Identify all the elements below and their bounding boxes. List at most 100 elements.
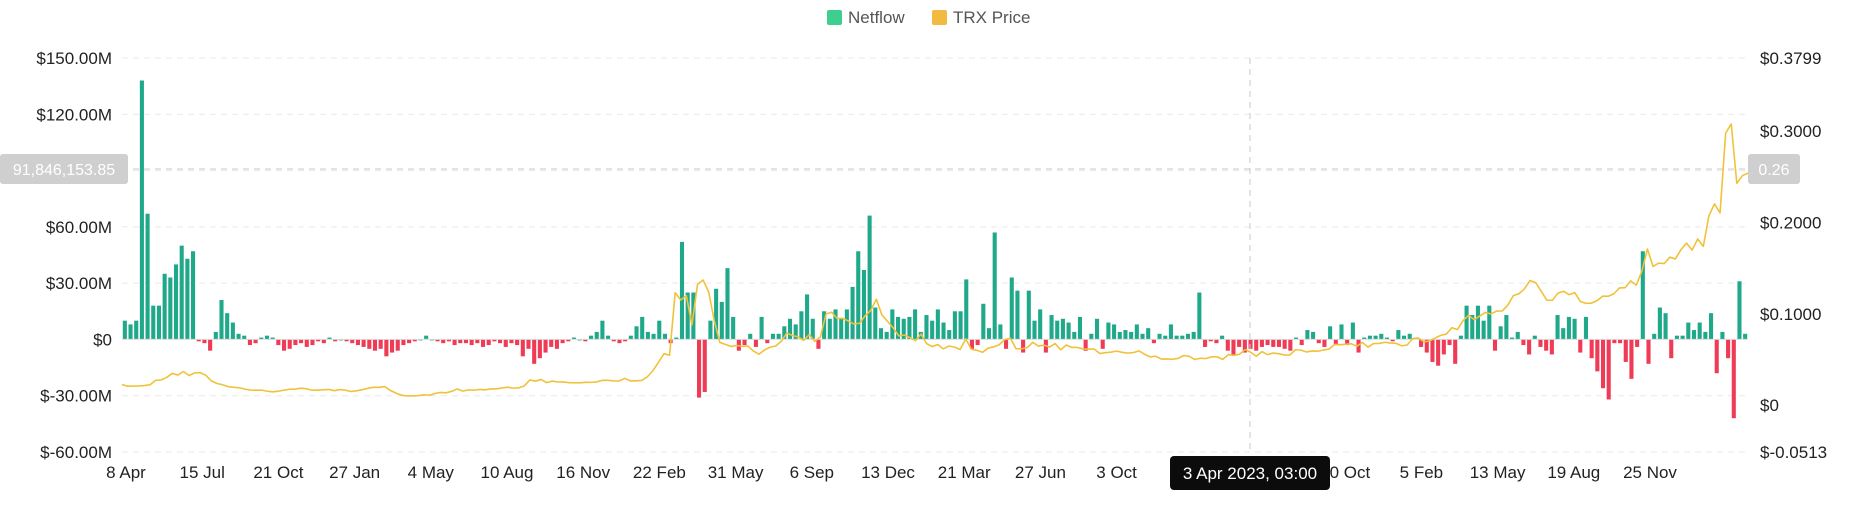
netflow-bar [219, 300, 224, 340]
x-tick-label: 30 Oct [1320, 463, 1370, 482]
netflow-bar [873, 307, 878, 340]
netflow-bar [805, 294, 810, 340]
netflow-bar [1481, 320, 1486, 340]
netflow-bar [299, 339, 304, 344]
x-tick-label: 21 Oct [253, 463, 303, 482]
netflow-bar [543, 339, 548, 353]
legend-item-netflow[interactable]: Netflow [827, 8, 905, 27]
netflow-bar [1345, 339, 1350, 346]
netflow-bars [122, 80, 1748, 419]
netflow-bar [685, 292, 690, 340]
netflow-bar [253, 339, 258, 344]
netflow-bar [935, 309, 940, 340]
netflow-bar [986, 328, 992, 340]
netflow-bar [554, 339, 559, 349]
netflow-bar [958, 311, 963, 340]
netflow-bar [1293, 337, 1299, 340]
netflow-bar [907, 316, 912, 340]
netflow-bar [321, 339, 326, 344]
netflow-bar [787, 318, 793, 340]
netflow-bar [1697, 322, 1702, 340]
netflow-bar [1237, 339, 1242, 347]
y-right-tick-label: $0.3000 [1760, 122, 1821, 141]
netflow-bar [372, 339, 378, 351]
netflow-bar [1498, 326, 1503, 340]
netflow-bar [606, 335, 611, 340]
netflow-bar [401, 339, 406, 346]
netflow-bar [952, 311, 957, 340]
netflow-bar [1316, 339, 1321, 344]
netflow-bar [390, 339, 395, 353]
netflow-bar [162, 273, 167, 340]
netflow-bar [679, 241, 685, 340]
netflow-bar [1015, 290, 1020, 340]
netflow-bar [918, 331, 923, 340]
netflow-bar [1726, 339, 1731, 359]
netflow-bar [1419, 339, 1424, 347]
netflow-bar [1367, 335, 1372, 340]
netflow-bar [1009, 277, 1014, 340]
netflow-bar [196, 339, 201, 342]
y-left-tick-label: $150.00M [36, 49, 112, 68]
netflow-bar [1373, 335, 1378, 340]
legend-label-trx-price: TRX Price [953, 8, 1030, 27]
netflow-bar [1464, 305, 1469, 340]
netflow-bar [759, 316, 764, 340]
netflow-bar [435, 339, 440, 342]
netflow-bar [1492, 339, 1498, 351]
netflow-bar [753, 339, 758, 347]
crosshair-left-value: 91,846,153.85 [13, 162, 115, 179]
netflow-bar [998, 324, 1003, 340]
netflow-bar [1618, 339, 1623, 344]
netflow-bar [714, 288, 719, 340]
y-axis-right: $0.3799 $0.3000 $0.2000 $0.1000 $0 $-0.0513 [1760, 49, 1827, 462]
legend[interactable]: Netflow TRX Price [827, 8, 1030, 27]
netflow-bar [1203, 339, 1208, 347]
legend-item-trx-price[interactable]: TRX Price [932, 8, 1030, 27]
netflow-bar [537, 339, 542, 359]
crosshair-date-label: 3 Apr 2023, 03:00 [1183, 464, 1317, 483]
netflow-bar [532, 339, 537, 364]
netflow-bar [674, 337, 679, 340]
trx-price-line [121, 123, 1749, 397]
netflow-bar [1669, 339, 1674, 359]
netflow-bar [1470, 315, 1475, 340]
x-tick-label: 3 Oct [1096, 463, 1137, 482]
netflow-bar [890, 309, 895, 340]
netflow-bar [367, 339, 372, 349]
netflow-bar [407, 339, 412, 344]
netflow-bar [1089, 333, 1094, 340]
netflow-bar [1180, 335, 1185, 340]
x-tick-label: 15 Jul [180, 463, 225, 482]
netflow-bar [742, 339, 747, 346]
x-tick-label: 25 Nov [1623, 463, 1677, 482]
crosshair-right-value: 0.26 [1758, 162, 1789, 179]
netflow-bar [1743, 333, 1748, 340]
legend-swatch-trx-price [932, 10, 947, 25]
netflow-bar [1231, 339, 1236, 355]
netflow-bar [799, 311, 804, 340]
netflow-bar [623, 339, 628, 342]
crosshair: 91,846,153.85 0.26 3 Apr 2023, 03:00 [0, 58, 1800, 490]
netflow-bar [1686, 322, 1691, 340]
netflow-bar [964, 279, 969, 340]
netflow-bar [1646, 339, 1651, 364]
grid-lines [122, 57, 1748, 453]
netflow-bar [1737, 281, 1742, 340]
netflow-bar [139, 80, 144, 340]
netflow-bar [1714, 339, 1719, 374]
x-tick-label: 8 Apr [106, 463, 146, 482]
netflow-bar [884, 331, 889, 340]
netflow-bar [941, 322, 946, 340]
netflow-bar [355, 339, 360, 346]
netflow-bar [1151, 339, 1156, 344]
netflow-bar [634, 326, 639, 340]
netflow-bar [395, 339, 400, 351]
netflow-bar [594, 331, 599, 340]
netflow-bar [1663, 313, 1668, 340]
netflow-bar [446, 339, 451, 342]
netflow-bar [1185, 333, 1191, 340]
netflow-bar [151, 305, 156, 340]
netflow-bar [657, 320, 662, 340]
netflow-bar [1640, 251, 1645, 340]
